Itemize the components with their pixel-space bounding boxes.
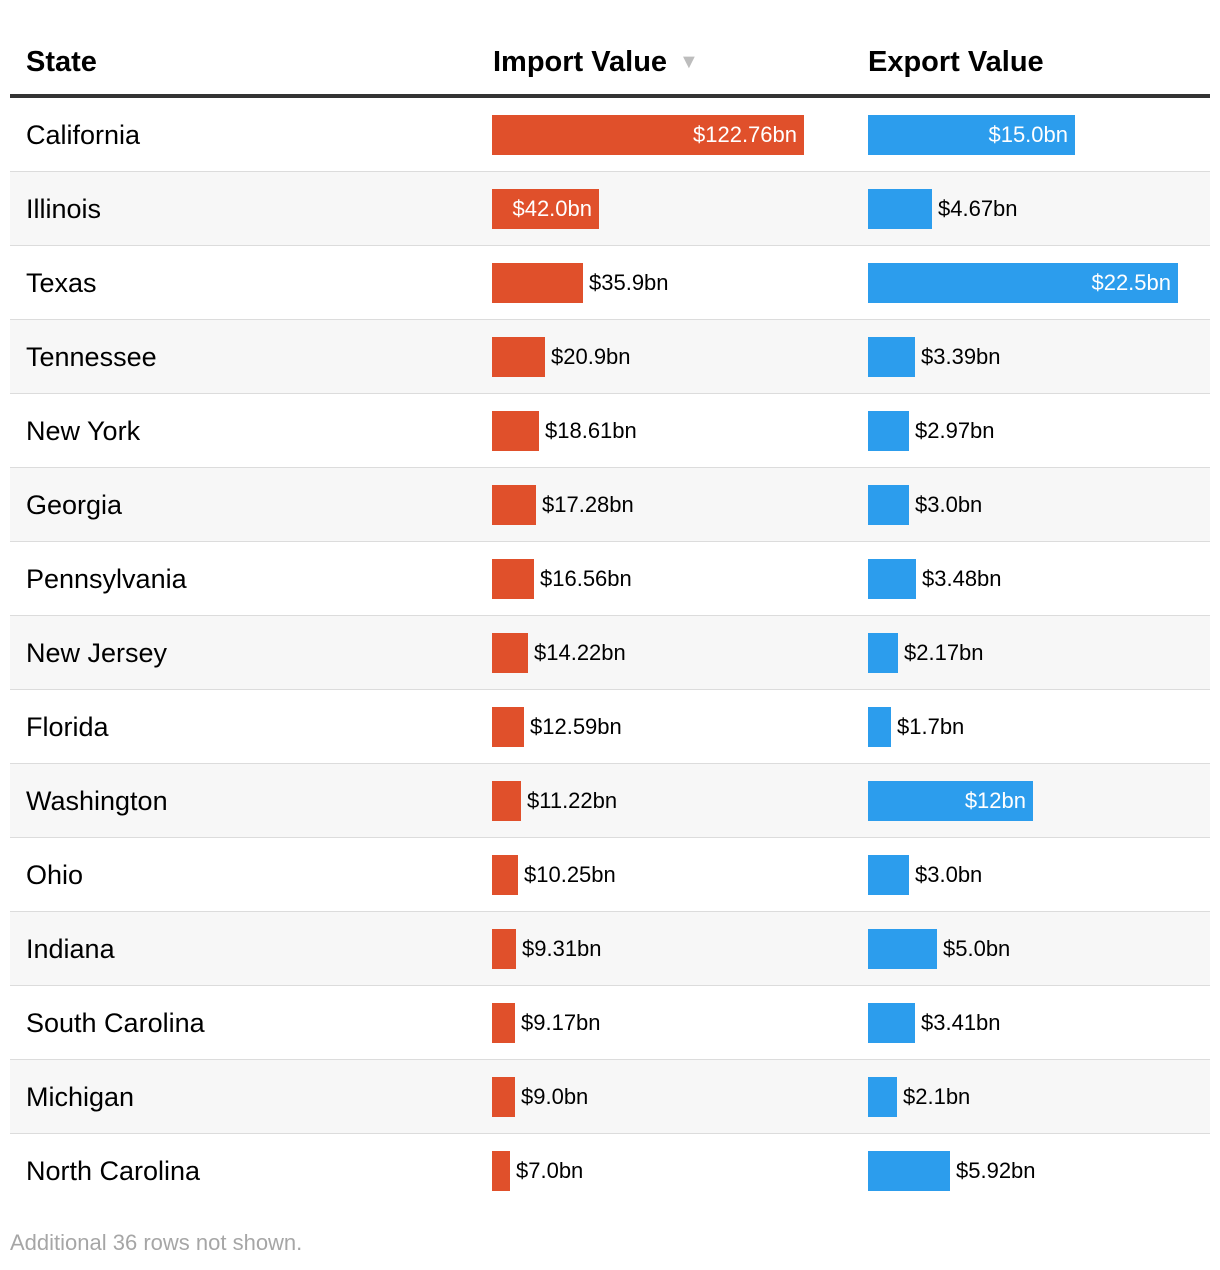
- import-value-label: $16.56bn: [540, 566, 632, 591]
- state-name: New York: [26, 416, 141, 446]
- import-value-label: $42.0bn: [512, 196, 592, 221]
- export-bar: [868, 337, 915, 377]
- export-bar: [868, 263, 1178, 303]
- state-name: Pennsylvania: [26, 564, 187, 594]
- export-bar: [868, 411, 909, 451]
- import-bar: [492, 1151, 510, 1191]
- import-bar: [492, 929, 516, 969]
- import-value-label: $10.25bn: [524, 862, 616, 887]
- table-row: California $122.76bn $15.0bn: [10, 98, 1210, 172]
- export-bar: [868, 115, 1075, 155]
- export-value-label: $3.41bn: [921, 1010, 1001, 1035]
- import-bar: [492, 411, 539, 451]
- state-name: Ohio: [26, 860, 84, 890]
- table-row: Illinois $42.0bn $4.67bn: [10, 172, 1210, 246]
- export-value-label: $3.0bn: [915, 492, 983, 517]
- import-value-label: $11.22bn: [527, 788, 618, 813]
- export-bar: [868, 781, 1033, 821]
- table-row: Georgia $17.28bn $3.0bn: [10, 468, 1210, 542]
- export-bar: [868, 1077, 897, 1117]
- table-row: Ohio $10.25bn $3.0bn: [10, 838, 1210, 912]
- import-value-label: $35.9bn: [589, 270, 669, 295]
- import-bar: [492, 559, 534, 599]
- state-name: Indiana: [26, 934, 115, 964]
- export-value-label: $2.1bn: [903, 1084, 971, 1109]
- export-bar: [868, 633, 898, 673]
- state-name: Tennessee: [26, 342, 157, 372]
- state-name: Illinois: [26, 194, 102, 224]
- export-value-label: $15.0bn: [988, 122, 1068, 147]
- import-value-label: $18.61bn: [545, 418, 637, 443]
- table-row: Indiana $9.31bn $5.0bn: [10, 912, 1210, 986]
- import-value-label: $9.0bn: [521, 1084, 589, 1109]
- state-name: South Carolina: [26, 1008, 205, 1038]
- import-value-label: $9.31bn: [522, 936, 602, 961]
- sort-descending-icon[interactable]: ▼: [679, 51, 699, 73]
- export-value-column-header[interactable]: Export Value: [868, 46, 1044, 78]
- table-row: Texas $35.9bn $22.5bn: [10, 246, 1210, 320]
- export-bar: [868, 707, 891, 747]
- import-bar: [492, 633, 528, 673]
- import-value-label: $17.28bn: [542, 492, 634, 517]
- export-value-label: $4.67bn: [938, 196, 1018, 221]
- import-value-label: $7.0bn: [516, 1158, 584, 1183]
- table-row: New York $18.61bn $2.97bn: [10, 394, 1210, 468]
- state-column-header[interactable]: State: [26, 46, 97, 78]
- import-value-label: $12.59bn: [530, 714, 622, 739]
- table-row: Pennsylvania $16.56bn $3.48bn: [10, 542, 1210, 616]
- export-bar: [868, 189, 932, 229]
- import-bar: [492, 115, 804, 155]
- export-bar: [868, 1151, 950, 1191]
- export-value-label: $12bn: [964, 788, 1026, 813]
- import-bar: [492, 1077, 515, 1117]
- table-row: New Jersey $14.22bn $2.17bn: [10, 616, 1210, 690]
- state-name: Texas: [26, 268, 97, 298]
- state-name: New Jersey: [26, 638, 168, 668]
- import-value-column-header[interactable]: Import Value ▼: [493, 46, 699, 79]
- table-body: California $122.76bn $15.0bn Illinois $42.0b…: [10, 98, 1210, 1208]
- import-bar: [492, 781, 521, 821]
- import-bar: [492, 1003, 515, 1043]
- state-name: Washington: [26, 786, 168, 816]
- export-bar: [868, 559, 916, 599]
- export-value-label: $5.92bn: [956, 1158, 1036, 1183]
- state-name: Florida: [26, 712, 109, 742]
- state-name: Georgia: [26, 490, 123, 520]
- import-bar: [492, 707, 524, 747]
- table-header: State Import Value ▼ Export Value: [10, 26, 1210, 98]
- import-bar: [492, 337, 545, 377]
- export-bar: [868, 929, 937, 969]
- import-value-label: $9.17bn: [521, 1010, 601, 1035]
- export-value-label: $3.39bn: [921, 344, 1001, 369]
- export-value-label: $1.7bn: [897, 714, 965, 739]
- table-row: South Carolina $9.17bn $3.41bn: [10, 986, 1210, 1060]
- table-row: Florida $12.59bn $1.7bn: [10, 690, 1210, 764]
- data-table: State Import Value ▼ Export Value Califor…: [10, 26, 1210, 1208]
- table-row: North Carolina $7.0bn $5.92bn: [10, 1134, 1210, 1208]
- import-bar: [492, 189, 599, 229]
- export-value-label: $2.17bn: [904, 640, 984, 665]
- state-name: Michigan: [26, 1082, 135, 1112]
- export-value-label: $3.48bn: [922, 566, 1002, 591]
- export-value-label: $5.0bn: [943, 936, 1011, 961]
- import-bar: [492, 485, 536, 525]
- table-row: Tennessee $20.9bn $3.39bn: [10, 320, 1210, 394]
- import-value-label: $20.9bn: [551, 344, 631, 369]
- export-value-label: $3.0bn: [915, 862, 983, 887]
- export-bar: [868, 485, 909, 525]
- table-row: Michigan $9.0bn $2.1bn: [10, 1060, 1210, 1134]
- export-value-label: $2.97bn: [915, 418, 995, 443]
- state-name: North Carolina: [26, 1156, 201, 1186]
- import-bar: [492, 263, 583, 303]
- table-row: Washington $11.22bn $12bn: [10, 764, 1210, 838]
- import-value-label: $14.22bn: [534, 640, 626, 665]
- state-name: California: [26, 120, 141, 150]
- import-value-header-label: Import Value: [493, 46, 668, 78]
- export-bar: [868, 855, 909, 895]
- rows-not-shown-note: Additional 36 rows not shown.: [10, 1230, 303, 1255]
- import-value-label: $122.76bn: [693, 122, 797, 147]
- export-bar: [868, 1003, 915, 1043]
- import-bar: [492, 855, 518, 895]
- export-value-label: $22.5bn: [1091, 270, 1171, 295]
